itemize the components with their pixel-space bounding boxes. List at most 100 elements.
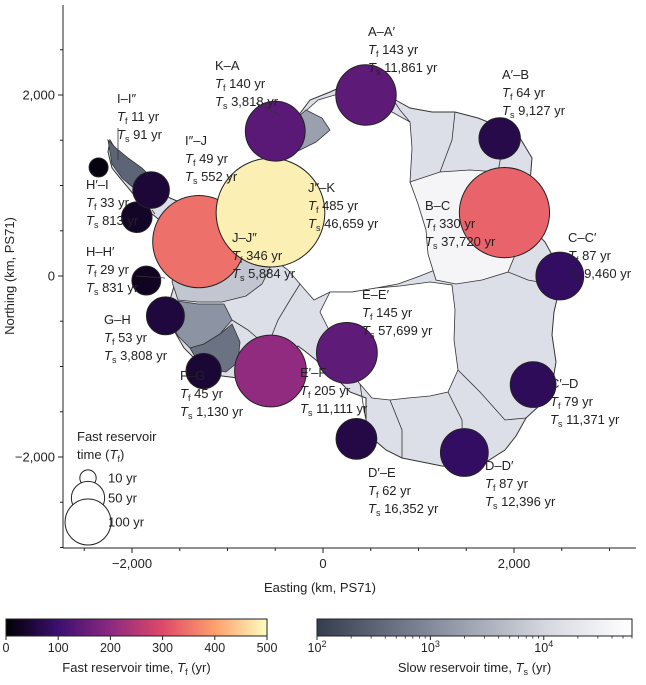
basin-name: F–G — [180, 368, 205, 383]
colorbar-fast-tick-label: 200 — [100, 641, 121, 655]
colorbar-fast-label: Fast reservoir time, Tf (yr) — [62, 660, 210, 677]
x-tick-label: 0 — [319, 556, 326, 571]
basin-name: J″–K — [308, 180, 335, 195]
basin-name: J–J″ — [232, 230, 257, 245]
colorbar-fast-tick-label: 400 — [204, 641, 225, 655]
basin-ts-text: Ts 11,861 yr — [368, 60, 438, 77]
basin-marker — [315, 322, 378, 384]
colorbar-slow-bar — [316, 618, 633, 637]
basin-ts-text: Ts 3,808 yr — [104, 348, 168, 365]
size-legend-title: time (Tf) — [77, 447, 124, 464]
basin-marker — [335, 418, 378, 460]
basin-name: I″–J — [185, 133, 207, 148]
axes: −2,000 0 2,000 2,000 0 −2,000 Easting (km, PS7… — [2, 5, 636, 595]
x-tick-label: −2,000 — [112, 556, 152, 571]
basin-name: A′–B — [502, 67, 529, 82]
size-legend-label: 100 yr — [108, 515, 145, 530]
size-legend: Fast reservoir time (Tf) 10 yr 50 yr 100 yr — [64, 429, 157, 546]
y-tick-label: 0 — [48, 269, 55, 284]
basin-name: H′–I — [86, 177, 109, 192]
basin-tf-text: Tf 330 yr — [425, 216, 476, 233]
basin-name: C′–D — [550, 376, 578, 391]
colorbar-fast-tick-label: 0 — [3, 641, 10, 655]
basin-marker — [234, 334, 307, 408]
basin-tf-text: Tf 140 yr — [215, 76, 266, 93]
basin-tf-text: Tf 33 yr — [86, 195, 130, 212]
leader-line — [135, 275, 166, 279]
colorbar-fast-tick-label: 500 — [257, 641, 278, 655]
basin-tf-text: Tf 143 yr — [368, 42, 419, 59]
basin-name: E′–F — [300, 365, 326, 380]
basin-ts-text: Ts 5,884 yr — [232, 266, 296, 283]
basin-marker — [145, 296, 185, 336]
basin-marker — [335, 64, 397, 126]
basin-tf-text: Tf 485 yr — [308, 198, 359, 215]
basin-ts-text: Ts 12,396 yr — [485, 494, 556, 511]
x-tick-label: 2,000 — [498, 556, 531, 571]
basin-tf-text: Tf 11 yr — [117, 109, 160, 126]
size-legend-title: Fast reservoir — [77, 429, 157, 444]
basin-name: G–H — [104, 312, 131, 327]
basin-marker — [244, 100, 306, 162]
basin-ts-text: Ts 813 yr — [86, 213, 139, 230]
basin-name: A–A′ — [368, 24, 396, 39]
leader-line — [151, 209, 156, 215]
colorbar-slow: 102 103 104 Slow reservoir time, Ts (yr) — [308, 618, 633, 677]
size-legend-label: 50 yr — [108, 491, 138, 506]
leader-line — [255, 102, 281, 116]
basin-tf-text: Tf 87 yr — [568, 248, 612, 265]
basin-tf-text: Tf 205 yr — [300, 383, 351, 400]
basin-name: E–E′ — [362, 287, 390, 302]
basin-ts-text: Ts 552 yr — [185, 169, 238, 186]
basin-ts-text: Ts 831 yr — [86, 280, 139, 297]
basin-ts-text: Ts 9,127 yr — [502, 103, 566, 120]
basin-tf-text: Tf 29 yr — [86, 262, 130, 279]
basin-marker — [535, 251, 585, 301]
colorbar-slow-tick-label: 104 — [534, 639, 553, 655]
basin-tf-text: Tf 346 yr — [232, 248, 283, 265]
basin-marker — [88, 157, 109, 178]
basin-tf-text: Tf 64 yr — [502, 85, 546, 102]
basin-marker — [458, 167, 551, 259]
y-tick-label: −2,000 — [15, 450, 55, 465]
colorbar-fast-bar — [5, 618, 268, 637]
basin-tf-text: Tf 49 yr — [185, 151, 229, 168]
basin-ts-text: Ts 37,720 yr — [425, 234, 496, 251]
basin-marker — [478, 117, 521, 160]
colorbar-fast-tick-label: 300 — [152, 641, 173, 655]
basin-tf-text: Tf 79 yr — [550, 394, 594, 411]
basin-name: B–C — [425, 198, 450, 213]
basin-marker — [439, 428, 489, 477]
y-tick-label: 2,000 — [22, 88, 55, 103]
basin-tf-text: Tf 62 yr — [368, 483, 412, 500]
basin-marker — [131, 265, 162, 296]
basin-ts-text: Ts 1,130 yr — [180, 404, 244, 421]
basin-tf-text: Tf 145 yr — [362, 305, 413, 322]
x-axis-title: Easting (km, PS71) — [264, 580, 376, 595]
colorbar-fast: 0 100 200 300 400 500 Fast reservoir time, Tf … — [3, 618, 278, 677]
basin-ts-text: Ts 11,111 yr — [300, 401, 368, 418]
size-legend-label: 10 yr — [108, 471, 138, 486]
colorbar-fast-tick-label: 100 — [48, 641, 69, 655]
basin-tf-text: Tf 45 yr — [180, 386, 224, 403]
colorbar-slow-tick-label: 103 — [421, 639, 440, 655]
basin-name: D–D′ — [485, 458, 514, 473]
leader-lines — [117, 102, 281, 279]
